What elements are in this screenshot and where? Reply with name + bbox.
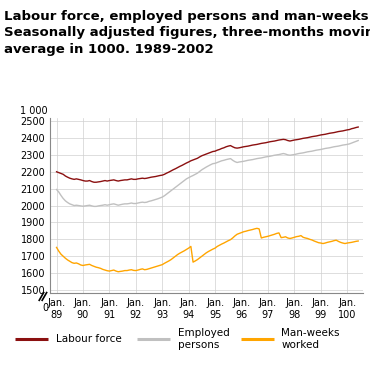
Text: Labour force: Labour force xyxy=(56,334,121,344)
Text: Labour force, employed persons and man-weeks worked.
Seasonally adjusted figures: Labour force, employed persons and man-w… xyxy=(4,10,370,56)
Text: Employed
persons: Employed persons xyxy=(178,328,229,350)
Text: 1 000: 1 000 xyxy=(20,106,48,116)
Text: Man-weeks
worked: Man-weeks worked xyxy=(281,328,340,350)
Text: 0: 0 xyxy=(42,303,48,313)
